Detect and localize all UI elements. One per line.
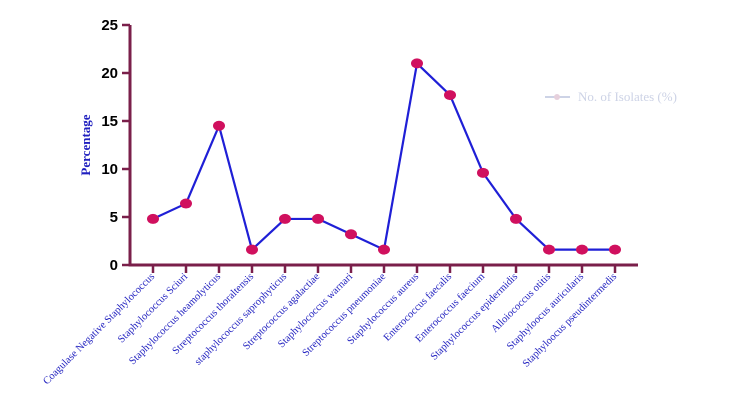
y-tick-label: 5 — [110, 209, 118, 226]
data-point — [411, 58, 423, 69]
x-axis-ticks: Coagulase Negative StaphylococcusStaphyl… — [41, 265, 619, 387]
data-point — [444, 90, 456, 101]
data-point — [345, 229, 357, 240]
data-point — [477, 167, 489, 178]
legend-series-label: No. of Isolates (%) — [578, 89, 677, 104]
y-tick-label: 0 — [110, 257, 118, 274]
y-tick-label: 10 — [101, 161, 118, 178]
series-line — [152, 62, 615, 251]
y-tick-label: 25 — [101, 17, 118, 34]
data-point — [510, 213, 522, 224]
y-tick-label: 20 — [101, 65, 118, 82]
data-point — [180, 198, 192, 209]
data-point — [543, 244, 555, 255]
data-point — [609, 244, 621, 255]
data-point — [576, 244, 588, 255]
y-tick-label: 15 — [101, 113, 118, 130]
chart-axes — [128, 25, 638, 267]
y-axis-label: Percentage — [78, 114, 93, 175]
x-tick-label: Alloiococcus otitis — [489, 271, 553, 335]
data-point — [246, 244, 258, 255]
legend-marker — [554, 94, 560, 100]
data-point — [378, 244, 390, 255]
data-point — [312, 213, 324, 224]
data-point — [213, 120, 225, 131]
legend: No. of Isolates (%) — [545, 89, 677, 104]
y-axis-ticks: 0 5 10 15 20 25 — [101, 17, 130, 274]
series-group — [147, 58, 621, 255]
data-point — [147, 213, 159, 224]
data-point — [279, 213, 291, 224]
